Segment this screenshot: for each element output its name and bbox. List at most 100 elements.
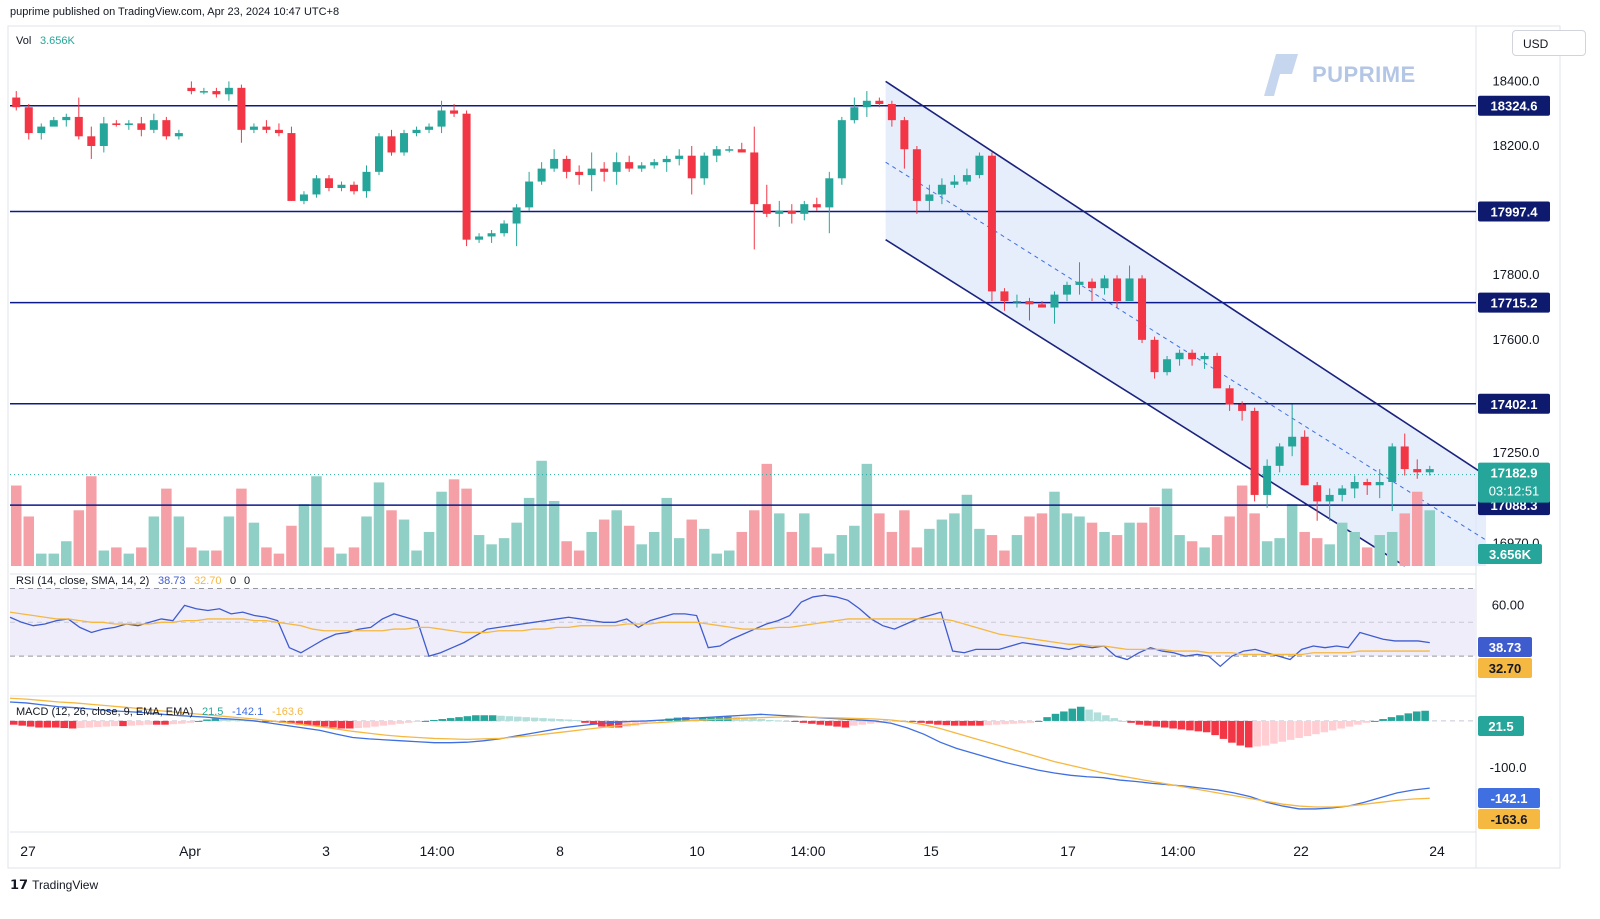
macd-histogram-bar xyxy=(1152,720,1161,727)
candle-body xyxy=(387,136,396,153)
rsi-line xyxy=(9,594,1430,668)
macd-histogram-bar xyxy=(959,720,967,726)
candle-body xyxy=(750,152,759,205)
macd-histogram-bar xyxy=(287,720,295,724)
macd-signal-line xyxy=(9,697,1430,808)
volume-bar xyxy=(886,531,898,566)
volume-bar xyxy=(1324,544,1335,566)
candle-body xyxy=(587,168,596,176)
chart-frame xyxy=(7,25,1561,869)
macd-histogram-bar xyxy=(698,717,707,721)
macd-histogram-bar xyxy=(1211,720,1219,736)
macd-histogram-bar xyxy=(774,720,783,722)
candle-body xyxy=(375,136,384,172)
x-axis-tick-label: 17 xyxy=(1060,843,1076,859)
x-axis-tick-label: 27 xyxy=(20,843,36,859)
macd-histogram-bar xyxy=(396,720,405,724)
macd-histogram-bar xyxy=(1219,720,1228,739)
macd-histogram-bar xyxy=(220,719,228,721)
volume-bar xyxy=(348,547,360,566)
macd-histogram-bar xyxy=(1370,720,1379,722)
macd-histogram-bar xyxy=(295,720,304,725)
candle-body xyxy=(1000,291,1009,302)
tradingview-logo-icon: 𝟭𝟳 xyxy=(10,877,29,892)
x-axis-tick-label: 3 xyxy=(322,843,330,859)
macd-histogram-bar xyxy=(1236,720,1245,746)
level-price-label-bg xyxy=(1478,393,1550,414)
macd-histogram-bar xyxy=(404,720,413,723)
macd-histogram-bar xyxy=(169,720,178,725)
macd-histogram-bar xyxy=(236,719,245,721)
candle-body xyxy=(337,184,346,188)
rsi-ma-line xyxy=(9,611,1430,656)
macd-histogram-bar xyxy=(186,720,194,723)
volume-bar xyxy=(248,522,260,566)
macd-histogram-bar xyxy=(1328,720,1337,731)
candle-body xyxy=(162,120,171,137)
candle-body xyxy=(137,123,146,130)
macd-histogram-bar xyxy=(967,720,976,726)
candle-body xyxy=(562,158,571,172)
macd-histogram-bar xyxy=(1009,720,1018,724)
volume-bar xyxy=(1224,516,1235,566)
candle-body xyxy=(287,133,296,201)
macd-histogram-bar xyxy=(388,720,396,725)
volume-bar xyxy=(273,553,285,566)
macd-histogram-bar xyxy=(1286,720,1295,740)
candle-body xyxy=(1163,359,1172,373)
macd-histogram-bar xyxy=(858,720,867,725)
macd-histogram-bar xyxy=(446,718,455,721)
macd-header-value: 21.5 xyxy=(202,706,223,718)
macd-histogram-bar xyxy=(1076,706,1085,721)
macd-histogram-bar xyxy=(883,720,892,722)
macd-histogram-bar xyxy=(1253,720,1261,747)
macd-histogram-bar xyxy=(1060,711,1068,721)
candle-body xyxy=(1250,410,1259,495)
macd-histogram-bar xyxy=(1202,720,1211,733)
candle-body xyxy=(299,194,308,201)
volume-bar xyxy=(423,531,435,566)
volume-bar xyxy=(661,497,672,566)
volume-bar xyxy=(799,513,810,566)
macd-histogram-bar xyxy=(1412,711,1421,721)
volume-bar xyxy=(286,525,297,566)
tradingview-logo-text: TradingView xyxy=(32,878,99,892)
volume-bar xyxy=(261,547,272,566)
candle-body xyxy=(1263,465,1272,495)
macd-histogram-bar xyxy=(1278,720,1287,742)
macd-header-value: -163.6 xyxy=(272,706,303,718)
macd-histogram-bar xyxy=(1396,715,1404,721)
candle-body xyxy=(1050,294,1059,308)
volume-bar xyxy=(924,528,935,566)
volume-bar xyxy=(548,501,560,566)
macd-histogram-bar xyxy=(1068,708,1077,721)
candle-body xyxy=(425,126,434,130)
level-price-label: 17997.4 xyxy=(1491,204,1539,219)
macd-histogram-bar xyxy=(1362,720,1371,723)
volume-bar xyxy=(673,538,685,566)
price-tick-label: 17800.0 xyxy=(1493,267,1540,282)
candle-body xyxy=(1388,446,1397,482)
rsi-header-value: 32.70 xyxy=(194,575,222,587)
x-axis-tick-label: 14:00 xyxy=(790,843,825,859)
candle-body xyxy=(1138,278,1147,340)
macd-histogram-bar xyxy=(161,720,169,725)
volume-bar xyxy=(974,528,985,566)
volume-bar xyxy=(436,491,447,566)
macd-histogram-bar xyxy=(127,720,136,726)
price-tick-label: 17600.0 xyxy=(1493,332,1540,347)
macd-histogram-bar xyxy=(992,720,1001,725)
macd-histogram-bar xyxy=(1144,720,1152,726)
macd-histogram-bar xyxy=(312,720,320,726)
volume-bar xyxy=(223,516,235,566)
macd-histogram-bar xyxy=(505,716,514,721)
macd-histogram-bar xyxy=(648,720,657,722)
macd-histogram-bar xyxy=(556,719,564,721)
candle-body xyxy=(199,91,208,93)
tradingview-logo[interactable]: 𝟭𝟳 TradingView xyxy=(10,877,98,893)
macd-histogram-bar xyxy=(799,720,808,723)
macd-histogram-bar xyxy=(1337,720,1345,729)
volume-bar xyxy=(486,544,497,566)
currency-button[interactable]: USD xyxy=(1512,30,1586,56)
macd-histogram-bar xyxy=(421,720,430,722)
